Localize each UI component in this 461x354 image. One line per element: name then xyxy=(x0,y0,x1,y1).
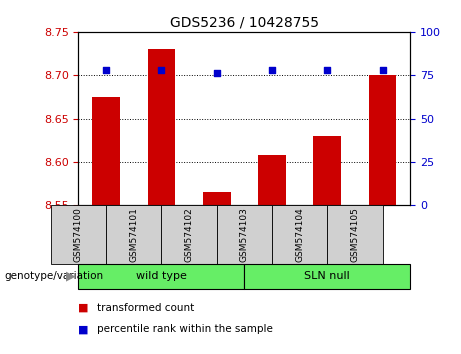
Text: GSM574101: GSM574101 xyxy=(129,207,138,262)
Text: GSM574105: GSM574105 xyxy=(350,207,360,262)
Text: percentile rank within the sample: percentile rank within the sample xyxy=(97,324,273,334)
Point xyxy=(268,67,276,73)
Text: transformed count: transformed count xyxy=(97,303,194,313)
Title: GDS5236 / 10428755: GDS5236 / 10428755 xyxy=(170,15,319,29)
Point xyxy=(158,67,165,73)
Bar xyxy=(203,192,230,205)
Text: genotype/variation: genotype/variation xyxy=(5,271,104,281)
Text: GSM574100: GSM574100 xyxy=(74,207,83,262)
Bar xyxy=(258,155,286,205)
Text: ▶: ▶ xyxy=(66,270,76,282)
Text: GSM574102: GSM574102 xyxy=(184,207,194,262)
Text: wild type: wild type xyxy=(136,271,187,281)
Text: GSM574103: GSM574103 xyxy=(240,207,249,262)
Point xyxy=(324,67,331,73)
Point xyxy=(379,67,386,73)
Bar xyxy=(313,136,341,205)
Text: SLN null: SLN null xyxy=(304,271,350,281)
Bar xyxy=(148,49,175,205)
Text: ■: ■ xyxy=(78,303,89,313)
Point xyxy=(213,71,220,76)
Text: ■: ■ xyxy=(78,324,89,334)
Point xyxy=(102,67,110,73)
Bar xyxy=(369,75,396,205)
Bar xyxy=(92,97,120,205)
Text: GSM574104: GSM574104 xyxy=(295,207,304,262)
